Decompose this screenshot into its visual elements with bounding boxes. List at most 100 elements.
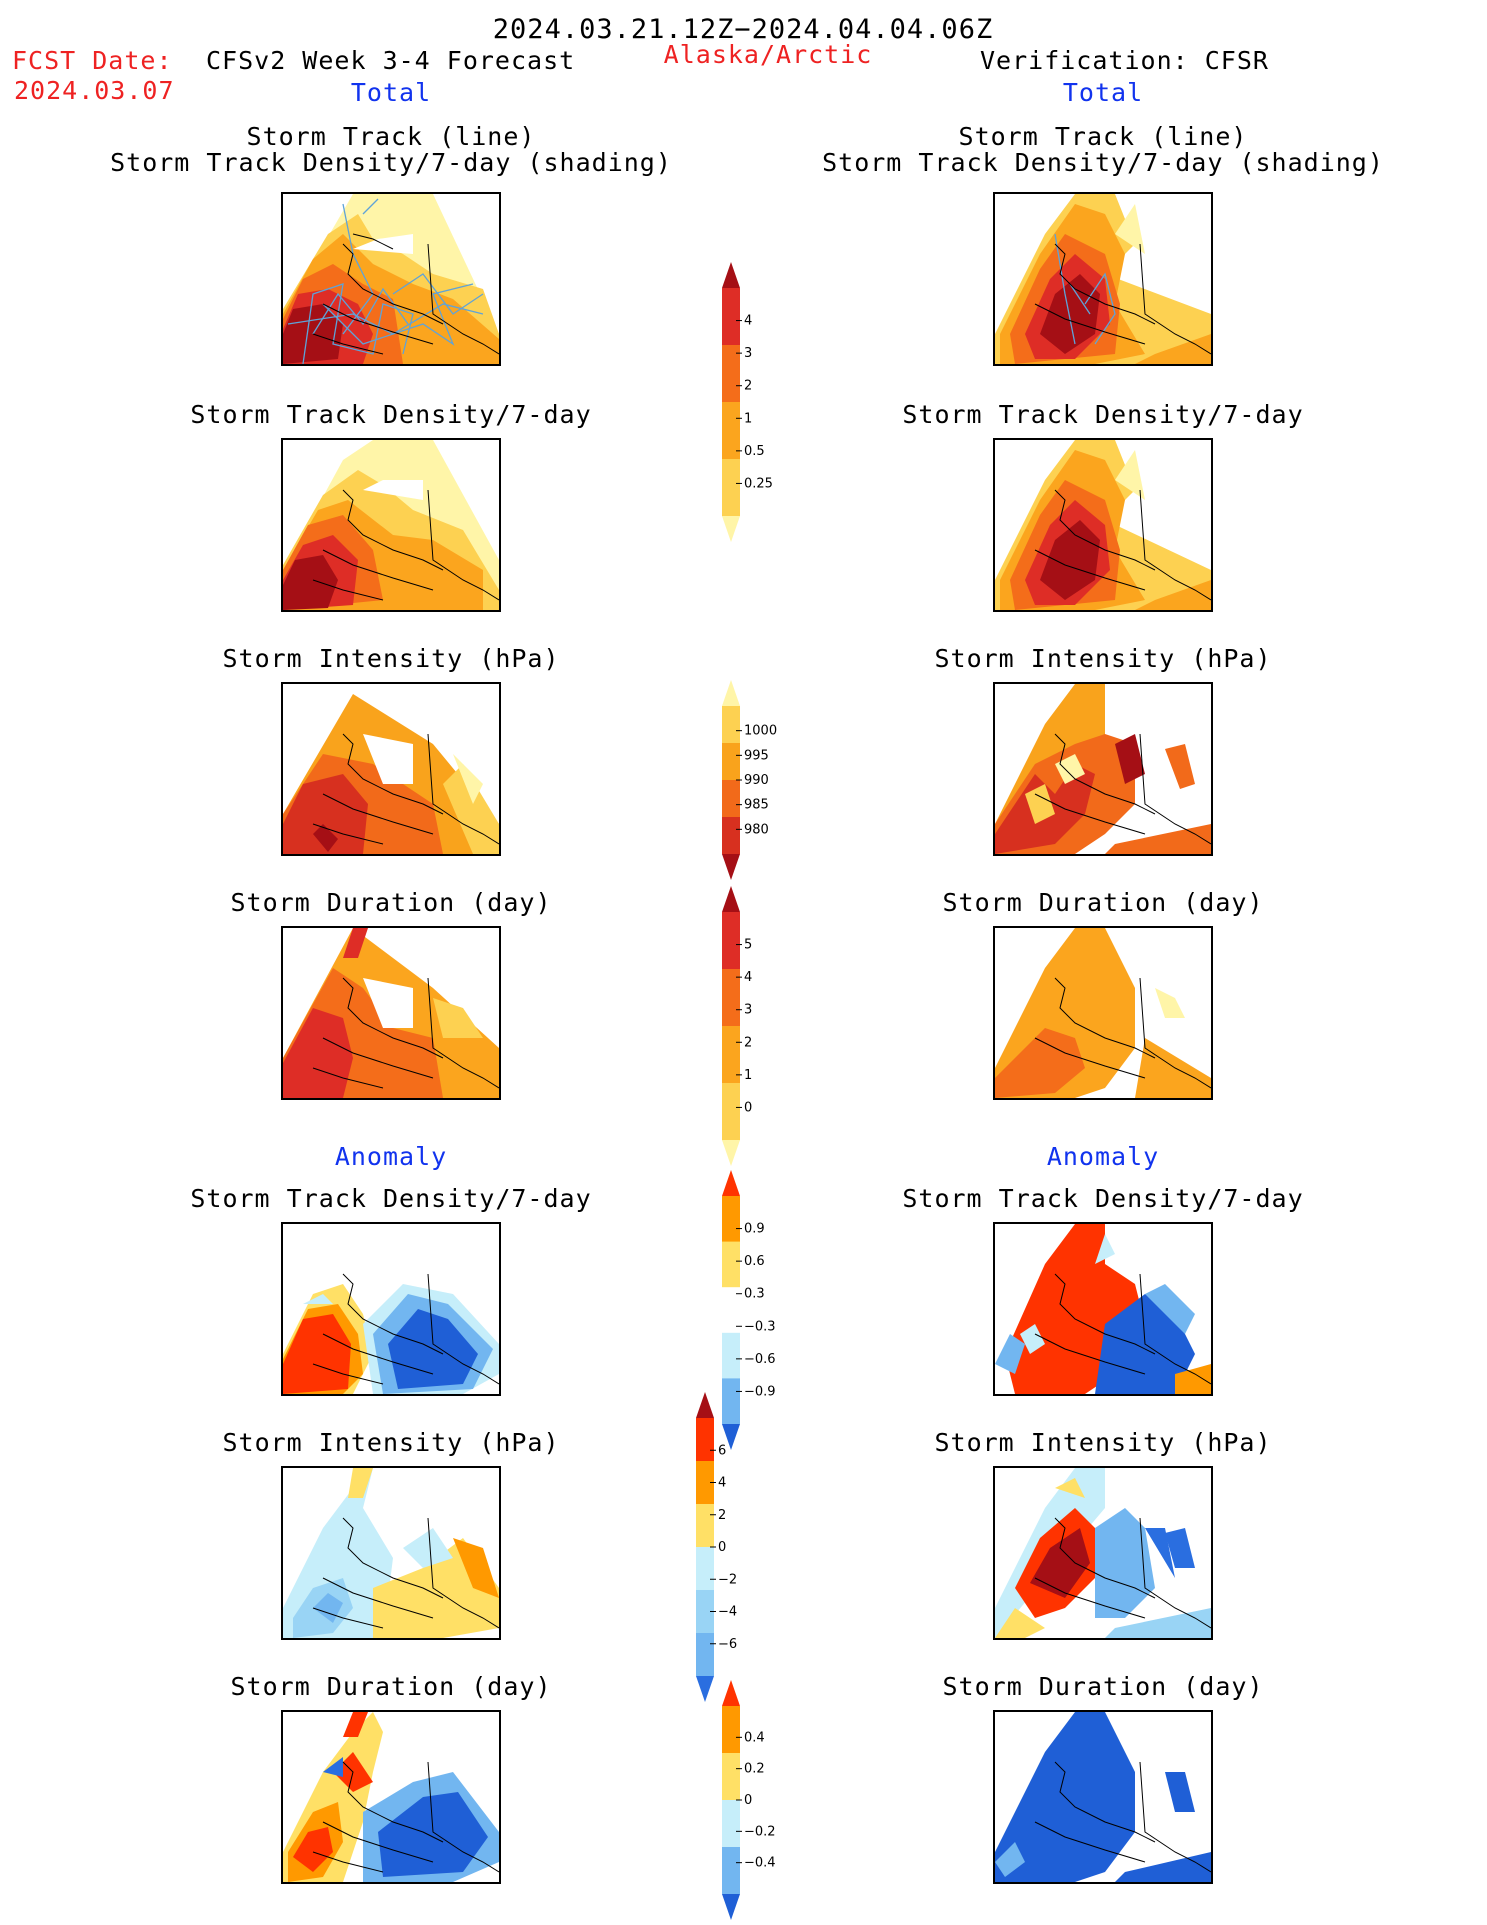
colorbar-bottom-tip: [722, 854, 740, 880]
anomaly-label-left: Anomaly: [334, 1142, 448, 1171]
colorbar-segment: [722, 780, 740, 818]
colorbar-bottom-tip: [722, 1894, 740, 1920]
colorbar-segment: [722, 1241, 740, 1288]
colorbar-tick-label: −0.3: [744, 1319, 776, 1334]
colorbar-top-tip: [722, 1170, 740, 1196]
colorbar-tick-label: 0: [744, 1793, 752, 1808]
map-anom-intensity-verification: [993, 1466, 1213, 1640]
colorbar-tick-label: 0.2: [744, 1762, 765, 1777]
colorbar-tick-label: 1: [744, 411, 752, 426]
colorbar-tick-label: 1000: [744, 724, 777, 739]
fcst-date-value: 2024.03.07: [14, 76, 175, 105]
colorbar-segment: [722, 1026, 740, 1084]
title-anom-intensity-left: Storm Intensity (hPa): [222, 1428, 560, 1457]
colorbar-segment: [696, 1633, 714, 1677]
title-intensity-left: Storm Intensity (hPa): [222, 644, 560, 673]
colorbar-segment: [722, 1800, 740, 1848]
colorbar-tick-label: 2: [744, 1035, 752, 1050]
colorbar-segment: [722, 1753, 740, 1801]
map-duration-forecast: [281, 926, 501, 1100]
fcst-date-label: FCST Date:: [12, 46, 173, 75]
colorbar-intensity: 1000 995 990 985 980: [722, 680, 782, 884]
colorbar-tick-label: 0.9: [744, 1222, 765, 1237]
colorbar-top-tip: [722, 680, 740, 706]
title-anom-density-left: Storm Track Density/7-day: [190, 1184, 592, 1213]
colorbar-segment: [696, 1461, 714, 1505]
colorbar-tick-label: 4: [744, 314, 752, 329]
colorbar-top-tip: [696, 1392, 714, 1418]
title-anom-intensity-right: Storm Intensity (hPa): [934, 1428, 1272, 1457]
colorbar-anom-duration: 0.4 0.2 0 −0.2 −0.4: [722, 1680, 782, 1924]
title-duration-left: Storm Duration (day): [230, 888, 552, 917]
colorbar-segment: [722, 1083, 740, 1141]
map-intensity-verification: [993, 682, 1213, 856]
colorbar-tick-label: 2: [744, 379, 752, 394]
verification-title: Verification: CFSR: [980, 46, 1269, 75]
colorbar-tick-label: 985: [744, 798, 769, 813]
colorbar-tick-label: 1: [744, 1068, 752, 1083]
colorbar-tick-label: −0.9: [744, 1384, 776, 1399]
title-track-line-right: Storm Track (line): [958, 122, 1248, 151]
colorbar-tick-label: 3: [744, 1003, 752, 1018]
colorbar-segment: [722, 459, 740, 517]
title-anom-duration-right: Storm Duration (day): [942, 1672, 1264, 1701]
colorbar-segment: [722, 1332, 740, 1379]
map-anom-duration-verification: [993, 1710, 1213, 1884]
colorbar-segment: [722, 345, 740, 403]
title-intensity-right: Storm Intensity (hPa): [934, 644, 1272, 673]
colorbar-segment: [722, 1847, 740, 1895]
colorbar-segment: [722, 1378, 740, 1425]
total-label-right: Total: [1062, 78, 1144, 107]
colorbar-segment: [722, 706, 740, 744]
title-anom-duration-left: Storm Duration (day): [230, 1672, 552, 1701]
colorbar-tick-label: 3: [744, 346, 752, 361]
colorbar-tick-label: 0.3: [744, 1287, 765, 1302]
map-duration-verification: [993, 926, 1213, 1100]
colorbar-segment: [722, 912, 740, 970]
colorbar-bottom-tip: [722, 1140, 740, 1166]
colorbar-tick-label: 980: [744, 822, 769, 837]
colorbar-top-tip: [722, 262, 740, 288]
map-density-forecast: [281, 438, 501, 612]
colorbar-segment: [722, 743, 740, 781]
map-anom-density-forecast: [281, 1222, 501, 1396]
colorbar-segment: [722, 817, 740, 855]
colorbar-segment: [696, 1418, 714, 1462]
colorbar-tick-label: 4: [744, 970, 752, 985]
colorbar-tick-label: 0.25: [744, 476, 773, 491]
colorbar-tick-label: 2: [718, 1508, 726, 1523]
map-density-verification: [993, 438, 1213, 612]
colorbar-tick-label: −4: [718, 1605, 737, 1620]
map-anom-density-verification: [993, 1222, 1213, 1396]
colorbar-tick-label: 0: [718, 1540, 726, 1555]
colorbar-tick-label: 990: [744, 773, 769, 788]
colorbar-tick-label: −0.6: [744, 1352, 776, 1367]
colorbar-tick-label: −0.4: [744, 1856, 776, 1871]
colorbar-tick-label: 6: [718, 1443, 726, 1458]
colorbar-bottom-tip: [722, 516, 740, 542]
colorbar-anom-density: 0.9 0.6 0.3 −0.3 −0.6 −0.9: [722, 1170, 782, 1454]
map-anom-intensity-forecast: [281, 1466, 501, 1640]
title-track-line-left: Storm Track (line): [246, 122, 536, 151]
colorbar-segment: [696, 1547, 714, 1591]
total-label-left: Total: [350, 78, 432, 107]
colorbar-anom-intensity: 6 4 2 0 −2 −4 −6: [696, 1392, 756, 1706]
colorbar-bottom-tip: [722, 1424, 740, 1450]
colorbar-tick-label: −2: [718, 1572, 737, 1587]
map-intensity-forecast: [281, 682, 501, 856]
colorbar-bottom-tip: [696, 1676, 714, 1702]
colorbar-top-tip: [722, 1680, 740, 1706]
title-track-shading-right: Storm Track Density/7-day (shading): [822, 148, 1384, 177]
colorbar-tick-label: 0.5: [744, 444, 765, 459]
map-anom-duration-forecast: [281, 1710, 501, 1884]
forecast-title: CFSv2 Week 3-4 Forecast: [206, 46, 576, 75]
title-density-right: Storm Track Density/7-day: [902, 400, 1304, 429]
map-track-verification: [993, 192, 1213, 366]
colorbar-tick-label: 995: [744, 748, 769, 763]
title-anom-density-right: Storm Track Density/7-day: [902, 1184, 1304, 1213]
colorbar-segment: [722, 1287, 740, 1334]
map-track-forecast: [281, 192, 501, 366]
title-density-left: Storm Track Density/7-day: [190, 400, 592, 429]
colorbar-tick-label: 0: [744, 1100, 752, 1115]
colorbar-tick-label: −0.2: [744, 1824, 776, 1839]
